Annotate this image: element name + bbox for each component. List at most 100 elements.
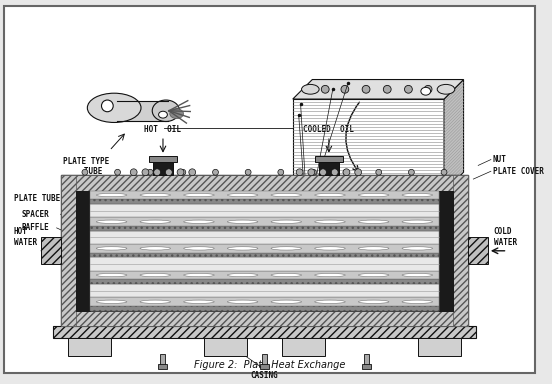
Ellipse shape [315,247,345,250]
Ellipse shape [358,247,389,250]
Ellipse shape [97,300,127,303]
Ellipse shape [315,273,345,277]
Bar [149,156,177,162]
Circle shape [245,169,251,175]
Bar [61,175,469,326]
Ellipse shape [402,220,433,223]
Text: PLATE TYPE
   TUBE: PLATE TYPE TUBE [63,157,109,176]
Bar [90,306,439,311]
Circle shape [153,169,161,175]
Ellipse shape [97,247,127,250]
Ellipse shape [315,300,345,303]
Bar [61,175,76,326]
Circle shape [142,169,149,175]
Ellipse shape [227,247,258,250]
Text: FEMALE  STRIP: FEMALE STRIP [310,228,365,234]
Text: COOLED  OIL: COOLED OIL [304,125,354,134]
Text: SPACER: SPACER [310,240,336,245]
Bar [90,253,439,258]
Ellipse shape [184,300,214,303]
Ellipse shape [358,300,389,303]
Ellipse shape [140,220,171,223]
Ellipse shape [97,273,127,277]
Bar [364,354,369,366]
Circle shape [311,169,316,175]
Circle shape [177,169,184,175]
Circle shape [180,169,186,175]
Bar [153,157,173,175]
Ellipse shape [184,194,214,197]
Bar [90,280,439,284]
Circle shape [408,169,415,175]
Circle shape [343,169,349,175]
Bar [90,298,439,306]
Bar [90,244,439,253]
Ellipse shape [271,194,301,197]
Ellipse shape [97,194,127,197]
Bar [262,354,267,366]
Circle shape [343,169,350,175]
Circle shape [278,169,284,175]
Bar [90,217,439,226]
Circle shape [424,85,432,93]
Circle shape [166,169,172,175]
Circle shape [331,169,338,175]
Ellipse shape [97,220,127,223]
Bar [41,237,61,265]
Ellipse shape [227,273,258,277]
Bar [61,311,469,326]
Ellipse shape [227,220,258,223]
Bar [160,354,166,366]
Ellipse shape [358,220,389,223]
Ellipse shape [184,220,214,223]
Circle shape [405,85,412,93]
Text: PLATE COVER: PLATE COVER [493,167,544,176]
Polygon shape [444,79,464,192]
Text: MALE  STRIP: MALE STRIP [310,204,357,210]
Ellipse shape [315,194,345,197]
Ellipse shape [301,84,319,94]
Ellipse shape [271,220,301,223]
Ellipse shape [437,84,455,94]
Text: COLD
WATER: COLD WATER [494,227,517,247]
Ellipse shape [358,194,389,197]
Bar [315,156,343,162]
Bar [319,157,338,175]
Circle shape [189,169,195,175]
Text: PLATE TUBE: PLATE TUBE [14,194,60,203]
Circle shape [130,169,137,175]
Circle shape [308,169,315,175]
Ellipse shape [140,194,171,197]
Bar [204,338,247,356]
Circle shape [341,85,349,93]
Ellipse shape [152,100,179,121]
Bar [293,99,444,192]
Bar [117,101,168,121]
Ellipse shape [158,111,167,118]
Text: Figure 2:  Plate Heat Exchange: Figure 2: Plate Heat Exchange [194,361,345,371]
Ellipse shape [170,109,183,119]
Circle shape [320,169,326,175]
Ellipse shape [227,194,258,197]
Ellipse shape [358,273,389,277]
Circle shape [213,169,219,175]
Text: CASING: CASING [251,371,278,380]
Bar [469,237,488,265]
Ellipse shape [402,273,433,277]
Circle shape [147,169,153,175]
Ellipse shape [421,87,431,95]
Text: DISTRIBUTOR  STRIP: DISTRIBUTOR STRIP [310,216,387,222]
Text: HOT
WATER: HOT WATER [14,227,37,247]
Circle shape [362,85,370,93]
Ellipse shape [271,273,301,277]
Ellipse shape [140,273,171,277]
Circle shape [355,169,362,175]
Bar [61,175,469,191]
Bar [90,284,439,298]
Bar [90,231,439,244]
Bar [90,204,439,217]
Ellipse shape [315,220,345,223]
Ellipse shape [271,247,301,250]
Ellipse shape [87,93,141,122]
Bar [76,191,453,311]
